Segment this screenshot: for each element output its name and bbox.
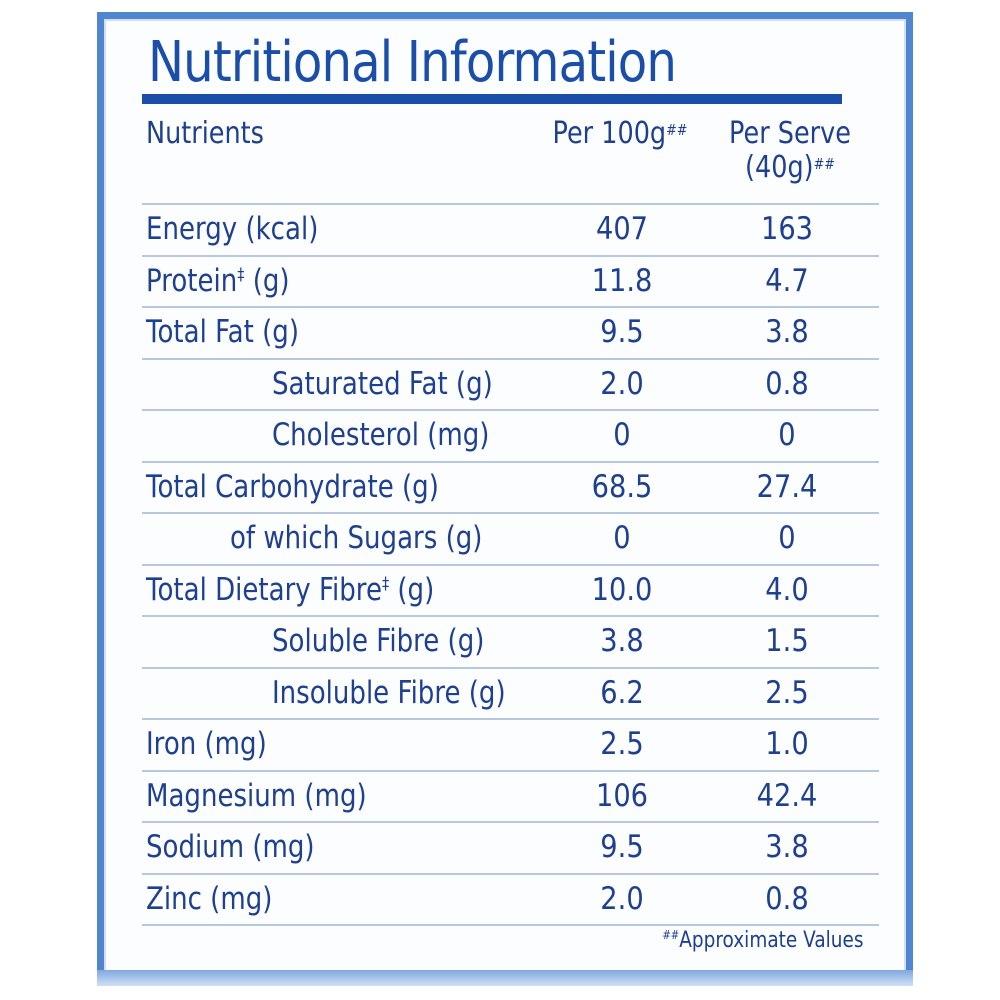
nutrient-label: Energy (kcal) [146,211,319,247]
nutrient-name: Total Fat (g) [146,308,299,357]
table-row: Protein‡ (g) 11.8 4.7 [142,257,879,308]
table-row: Total Carbohydrate (g) 68.5 27.4 [142,463,879,514]
value-per-serve: 0 [778,417,796,453]
footnote-mark: ## [662,928,680,942]
value-per-serve: 3.8 [765,314,809,350]
value-per-100g: 6.2 [600,674,644,711]
nutrient-name: Soluble Fibre (g) [272,617,484,666]
value-per-100g: 68.5 [591,468,653,505]
header-per-100g: Per 100g## [544,117,697,151]
value-per-100g: 10.0 [591,571,653,608]
nutrient-unit: (g) [244,262,290,299]
value-per-serve: 0 [778,520,796,556]
table-row: Sodium (mg) 9.5 3.8 [142,823,879,875]
nutrient-name: Iron (mg) [146,720,267,769]
nutrient-label: Sodium (mg) [146,829,315,865]
table-row: of which Sugars (g) 0 0 [142,514,879,566]
nutrient-name: Saturated Fat (g) [272,360,493,409]
value-per-100g: 106 [595,777,649,814]
header-per-100g-mark: ## [666,121,688,139]
header-per-serve-line1: Per Serve [729,116,851,151]
table-row: Zinc (mg) 2.0 0.8 [142,875,879,926]
nutrient-name: Protein‡ (g) [146,257,290,306]
nutrient-name: Insoluble Fibre (g) [272,669,506,718]
value-per-100g: 3.8 [600,623,644,659]
nutrition-panel [97,12,913,986]
nutrient-name: Cholesterol (mg) [272,411,489,460]
value-per-serve: 4.0 [765,571,809,608]
value-per-serve: 3.8 [765,829,809,865]
value-per-serve: 1.0 [765,726,809,762]
value-per-100g: 2.5 [600,726,644,762]
value-per-serve: 0.8 [765,880,809,917]
header-per-100g-label: Per 100g [552,116,667,151]
nutrient-label: Total Fat (g) [146,314,299,350]
table-row: Insoluble Fibre (g) 6.2 2.5 [142,669,879,720]
value-per-100g: 0 [613,520,631,556]
value-per-serve: 0.8 [765,365,809,402]
table-row: Total Fat (g) 9.5 3.8 [142,308,879,360]
nutrient-label: of which Sugars (g) [230,520,483,556]
nutrient-name: Total Carbohydrate (g) [146,463,439,512]
value-per-100g: 0 [613,417,631,453]
nutrient-label: Saturated Fat (g) [272,365,493,402]
value-per-serve: 1.5 [765,623,809,659]
nutrient-name: Magnesium (mg) [146,772,367,821]
value-per-100g: 407 [595,211,649,247]
header-per-serve: Per Serve (40g)## [718,117,863,185]
nutrient-label: Total Carbohydrate (g) [146,468,439,505]
footnote: ##Approximate Values [663,928,864,953]
table-row: Energy (kcal) 407 163 [142,205,879,257]
nutrient-label: Protein [146,262,238,299]
value-per-serve: 163 [760,211,814,247]
table-row: Saturated Fat (g) 2.0 0.8 [142,360,879,411]
value-per-100g: 9.5 [600,829,644,865]
nutrient-name: Zinc (mg) [146,875,272,924]
nutrient-label: Magnesium (mg) [146,777,367,814]
nutrient-footnote-mark: ‡ [237,264,245,285]
nutrient-name: of which Sugars (g) [230,514,482,563]
panel-bottom-edge [97,970,913,986]
header-per-serve-mark: ## [813,155,835,173]
value-per-100g: 2.0 [600,365,644,402]
footnote-text: Approximate Values [679,928,864,953]
value-per-100g: 11.8 [591,262,653,299]
nutrient-footnote-mark: ‡ [381,573,390,594]
nutrient-label: Iron (mg) [146,726,267,762]
value-per-100g: 9.5 [600,314,644,350]
value-per-serve: 4.7 [765,262,809,299]
nutrient-label: Soluble Fibre (g) [272,623,485,659]
nutrient-unit: (g) [389,571,435,608]
nutrient-name: Energy (kcal) [146,205,318,254]
nutrient-label: Total Dietary Fibre [146,571,382,608]
nutrient-table: Energy (kcal) 407 163 Protein‡ (g) 11.8 4.7 To… [142,203,879,926]
table-row: Iron (mg) 2.5 1.0 [142,720,879,772]
nutrient-label: Insoluble Fibre (g) [272,674,506,711]
table-top-rule [142,203,879,205]
table-row: Soluble Fibre (g) 3.8 1.5 [142,617,879,669]
header-per-serve-line2: (40g) [745,150,814,185]
nutrient-label: Zinc (mg) [146,880,273,917]
table-row: Cholesterol (mg) 0 0 [142,411,879,463]
value-per-serve: 2.5 [765,674,809,711]
value-per-100g: 2.0 [600,880,644,917]
page-title: Nutritional Information [148,30,677,95]
nutrient-name: Sodium (mg) [146,823,315,872]
header-nutrients: Nutrients [146,116,264,151]
nutrient-name: Total Dietary Fibre‡ (g) [146,566,434,615]
table-row: Magnesium (mg) 106 42.4 [142,772,879,823]
value-per-serve: 27.4 [756,468,818,505]
nutrient-label: Cholesterol (mg) [272,417,490,453]
value-per-serve: 42.4 [756,777,818,814]
title-underline [142,94,842,104]
table-row: Total Dietary Fibre‡ (g) 10.0 4.0 [142,566,879,617]
